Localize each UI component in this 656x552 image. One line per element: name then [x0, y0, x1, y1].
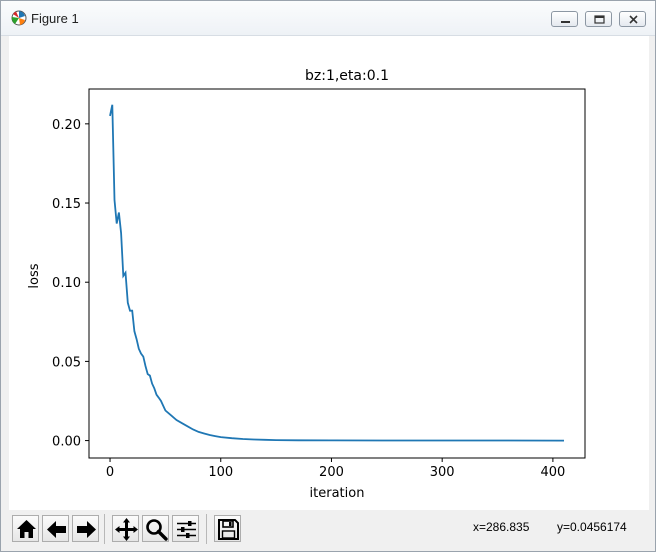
y-coordinate-readout: y=0.0456174 [557, 520, 627, 534]
close-button[interactable] [619, 11, 646, 27]
x-tick-label: 300 [430, 465, 455, 480]
y-tick-label: 0.10 [52, 276, 81, 291]
chart-title: bz:1,eta:0.1 [305, 68, 389, 84]
configure-subplots-icon [177, 521, 196, 538]
x-tick-label: 0 [106, 465, 114, 480]
close-icon [629, 15, 638, 24]
navigation-toolbar: x=286.835 y=0.0456174 [9, 510, 649, 546]
x-tick-label: 200 [319, 465, 344, 480]
x-axis-ticks: 0 100 200 300 400 [106, 458, 565, 480]
y-tick-label: 0.00 [52, 435, 81, 450]
zoom-icon [146, 519, 168, 541]
minimize-icon [561, 21, 570, 23]
title-bar[interactable]: Figure 1 [1, 1, 655, 36]
loss-series-line [109, 104, 565, 442]
minimize-button[interactable] [551, 11, 578, 27]
y-tick-label: 0.15 [52, 197, 81, 212]
configure-subplots-button[interactable] [172, 515, 199, 542]
zoom-button[interactable] [142, 515, 169, 542]
figure-canvas[interactable]: bz:1,eta:0.1 0 100 200 300 400 0.00 0.05 0.10 0… [9, 36, 649, 510]
y-axis-label: loss [27, 263, 42, 288]
x-tick-label: 100 [208, 465, 233, 480]
home-icon [17, 520, 36, 538]
x-axis-label: iteration [310, 486, 365, 501]
back-button[interactable] [42, 515, 69, 542]
toolbar-separator [206, 514, 207, 544]
window-title: Figure 1 [31, 11, 79, 26]
pan-icon [115, 518, 138, 541]
maximize-button[interactable] [585, 11, 612, 27]
y-tick-label: 0.20 [52, 118, 81, 133]
pan-button[interactable] [112, 515, 139, 542]
maximize-icon [594, 15, 605, 24]
save-button[interactable] [214, 515, 241, 542]
forward-button[interactable] [72, 515, 99, 542]
forward-arrow-icon [77, 521, 96, 538]
x-tick-label: 400 [540, 465, 565, 480]
save-icon [218, 519, 239, 540]
x-coordinate-readout: x=286.835 [473, 520, 530, 534]
plot-area [88, 88, 586, 459]
back-arrow-icon [47, 521, 66, 538]
toolbar-separator [104, 514, 105, 544]
y-tick-label: 0.05 [52, 355, 81, 370]
matplotlib-icon [11, 10, 27, 26]
home-button[interactable] [12, 515, 39, 542]
line-chart: bz:1,eta:0.1 0 100 200 300 400 0.000.050.100… [27, 68, 586, 501]
y-axis-ticks: 0.00 0.05 0.10 0.15 0.20 [52, 118, 89, 450]
